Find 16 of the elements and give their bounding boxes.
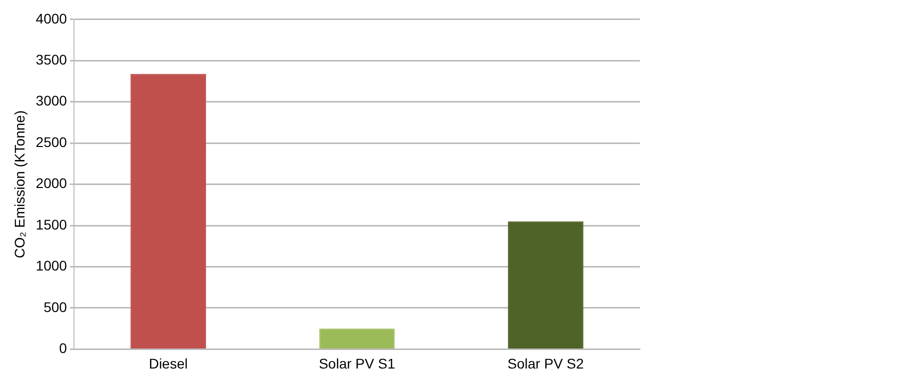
y-tick-label: 1000: [36, 258, 68, 274]
y-tick-label: 2000: [36, 175, 68, 192]
y-tick-label: 3500: [36, 51, 68, 68]
y-tick-label: 4000: [36, 10, 68, 26]
bar: [130, 74, 206, 348]
bar: [319, 328, 395, 348]
y-tick-label: 0: [59, 340, 68, 356]
x-tick-label: Solar PV S1: [318, 355, 396, 372]
x-tick-label: Diesel: [148, 355, 188, 372]
y-tick-label: 2500: [36, 134, 68, 150]
bar: [508, 221, 584, 348]
y-tick-label: 3000: [36, 92, 68, 109]
y-axis-title: CO₂ Emission (KTonne): [11, 110, 28, 258]
y-tick-label: 500: [44, 298, 68, 315]
x-tick-label: Solar PV S2: [508, 355, 584, 372]
y-tick-label: 1500: [36, 216, 68, 232]
